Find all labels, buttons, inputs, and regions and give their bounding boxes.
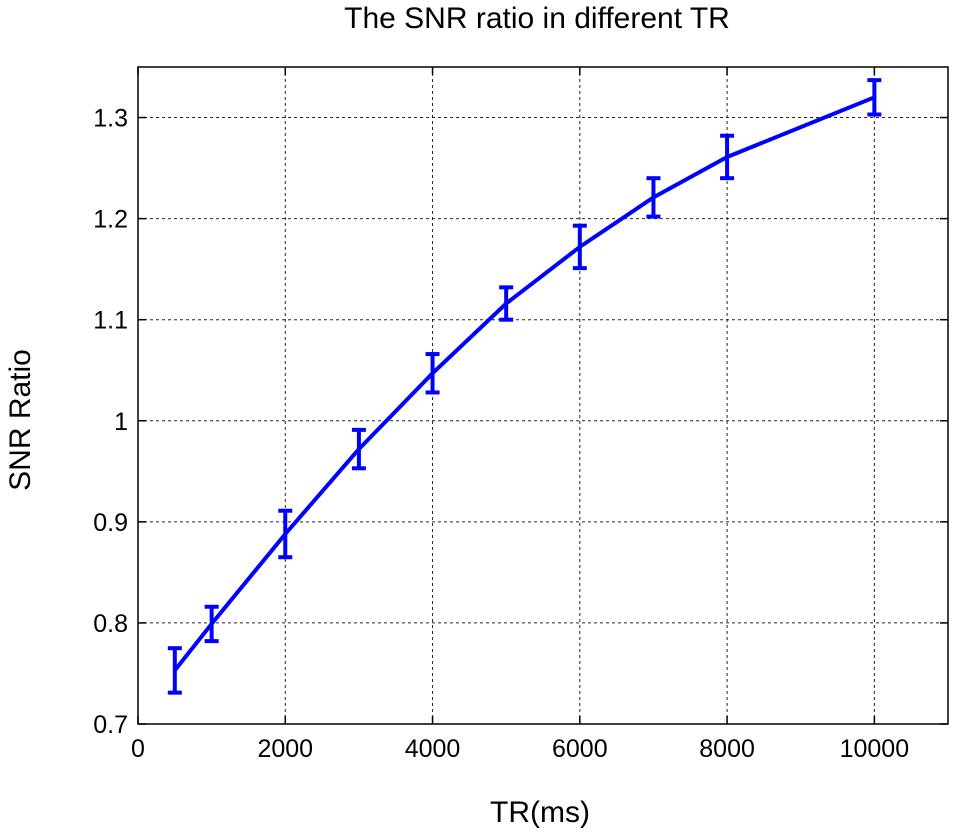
error-bar [646,176,661,219]
x-tick-label: 10000 [840,735,910,763]
x-tick-label: 6000 [552,735,608,763]
y-tick-label: 0.9 [93,509,128,537]
y-tick-label: 1.3 [93,105,128,133]
y-tick-label: 1.1 [93,307,128,335]
error-bar [425,352,440,395]
plot-area-frame [137,66,949,725]
axis-ticks: 0 2000 4000 6000 8000 10000 0.7 0.8 0.9 1 1.1 1.2 1.… [93,67,948,763]
y-tick-label: 1 [114,408,128,436]
x-tick-label: 2000 [257,735,313,763]
x-axis-title: TR(ms) [490,796,590,829]
error-bar [167,646,182,695]
error-bar [204,604,219,644]
error-bar [720,133,735,181]
y-tick-label: 0.7 [93,711,128,739]
series-line [172,95,877,673]
y-tick-label: 0.8 [93,610,128,638]
y-tick-label: 1.2 [93,206,128,234]
error-bar [572,223,587,271]
data-series [167,78,882,695]
x-tick-label: 8000 [699,735,755,763]
y-axis-title: SNR Ratio [4,349,37,491]
error-bar [278,508,293,560]
x-tick-label: 0 [131,735,145,763]
grid-lines [138,67,948,724]
error-bar [351,427,366,471]
x-tick-label: 4000 [405,735,461,763]
error-bar [499,285,514,322]
error-bar [867,78,882,117]
chart-title: The SNR ratio in different TR [344,2,730,35]
